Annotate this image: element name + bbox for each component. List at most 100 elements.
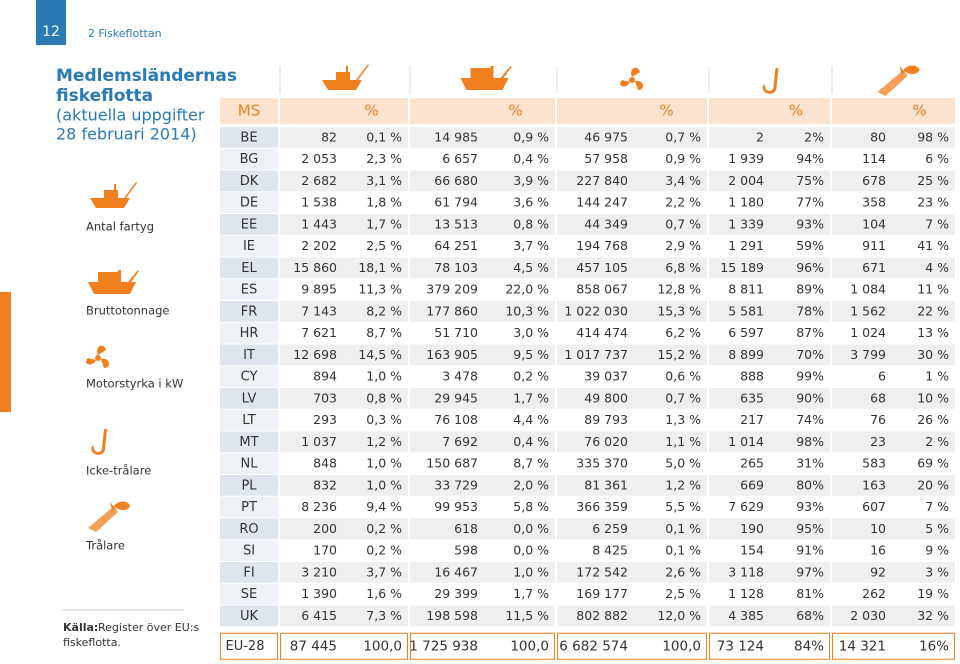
cell-bg (410, 366, 555, 387)
row-label: PT (241, 500, 257, 515)
cell-bg (410, 496, 555, 518)
section-title: 2 Fiskeflottan (88, 27, 162, 40)
cell: 7 621 (301, 325, 337, 340)
total-cell-text: 100,0 (662, 638, 701, 654)
cell: 1,7 % (513, 586, 549, 601)
cell: 379 209 (426, 282, 478, 297)
cell: 3,4 % (665, 173, 701, 188)
cell: 858 067 (576, 282, 628, 297)
cell: 92 (870, 564, 886, 579)
cell-bg (280, 475, 408, 496)
cell-bg (709, 388, 830, 409)
cell: 80 (870, 129, 886, 144)
total-cell-text: 87 445 (290, 638, 337, 654)
cell-bg (832, 475, 955, 496)
cell-bg (709, 475, 830, 496)
cell: 9,5 % (513, 347, 549, 362)
cell-bg (557, 388, 707, 409)
cell: 7 % (925, 499, 949, 514)
cell-bg (832, 344, 955, 366)
cell-bg (557, 279, 707, 300)
cell-bg (410, 279, 555, 300)
cell: 26 % (917, 412, 949, 427)
cell-bg (832, 366, 955, 387)
header-icon (322, 64, 369, 90)
ms-cell (220, 257, 278, 279)
cell-bg (280, 496, 408, 518)
cell-bg (280, 453, 408, 474)
total-label: EU-28 (226, 639, 265, 654)
cell-bg (410, 605, 555, 627)
cell: 3,6 % (513, 195, 549, 210)
subtitle: (aktuella uppgifter (56, 106, 205, 125)
cell: 366 359 (576, 499, 628, 514)
header-percent: % (659, 102, 673, 120)
cell: 1 291 (728, 238, 764, 253)
cell: 2 % (925, 434, 949, 449)
row-label: SI (243, 544, 255, 559)
cell: 200 (313, 521, 337, 536)
cell-bg (709, 540, 830, 561)
cell: 4 385 (728, 608, 764, 623)
cell: 16 (870, 543, 886, 558)
cell: 1,0 % (513, 564, 549, 579)
cell-bg (410, 583, 555, 605)
cell: 2 (756, 129, 764, 144)
cell-bg (280, 388, 408, 409)
cell-bg (410, 562, 555, 583)
total-cell-text: 84% (794, 638, 824, 654)
cell: 198 598 (426, 608, 478, 623)
ms-cell (220, 496, 278, 518)
cell-bg (280, 562, 408, 583)
cell-bg (832, 562, 955, 583)
cell-bg (410, 388, 555, 409)
cell: 29 945 (434, 390, 478, 405)
cell: 1,2 % (665, 477, 701, 492)
header-icon (620, 67, 644, 90)
cell: 335 370 (576, 456, 628, 471)
cell-bg (280, 431, 408, 453)
cell: 1 % (925, 369, 949, 384)
cell: 66 680 (434, 173, 478, 188)
cell: 635 (740, 390, 764, 405)
cell: 190 (740, 521, 764, 536)
header-percent: % (508, 102, 522, 120)
cell: 23 (870, 434, 886, 449)
row-label: IE (243, 239, 255, 254)
row-label: EE (241, 217, 257, 232)
page-number-box (36, 0, 66, 45)
cell: 3,7 % (366, 564, 402, 579)
cell: 293 (313, 412, 337, 427)
cell-bg (832, 301, 955, 322)
header-cell (280, 98, 408, 124)
header-ms: MS (238, 102, 260, 120)
cell: 0,9 % (513, 129, 549, 144)
total-cell-text: 14 321 (839, 638, 886, 654)
row-label: NL (241, 457, 259, 472)
cell: 154 (740, 543, 764, 558)
cell: 1 562 (850, 303, 886, 318)
cell: 30 % (917, 347, 949, 362)
cell: 5,0 % (665, 456, 701, 471)
ms-cell (220, 453, 278, 474)
icon-non-trawler (91, 429, 107, 455)
cell: 1,7 % (513, 390, 549, 405)
cell-bg (557, 257, 707, 279)
cell-bg (410, 170, 555, 192)
cell-bg (410, 344, 555, 366)
cell: 1,1 % (665, 434, 701, 449)
cell-bg (832, 148, 955, 170)
cell: 76 108 (434, 412, 478, 427)
cell: 5 581 (728, 303, 764, 318)
ms-cell (220, 301, 278, 322)
cell: 89% (796, 282, 824, 297)
cell: 98 % (917, 129, 949, 144)
ms-cell (220, 214, 278, 235)
cell: 2 030 (850, 608, 886, 623)
cell: 5 % (925, 521, 949, 536)
cell: 0,1 % (665, 543, 701, 558)
ms-cell (220, 562, 278, 583)
cell: 7 143 (301, 303, 337, 318)
cell: 227 840 (576, 173, 628, 188)
cell: 0,7 % (665, 390, 701, 405)
